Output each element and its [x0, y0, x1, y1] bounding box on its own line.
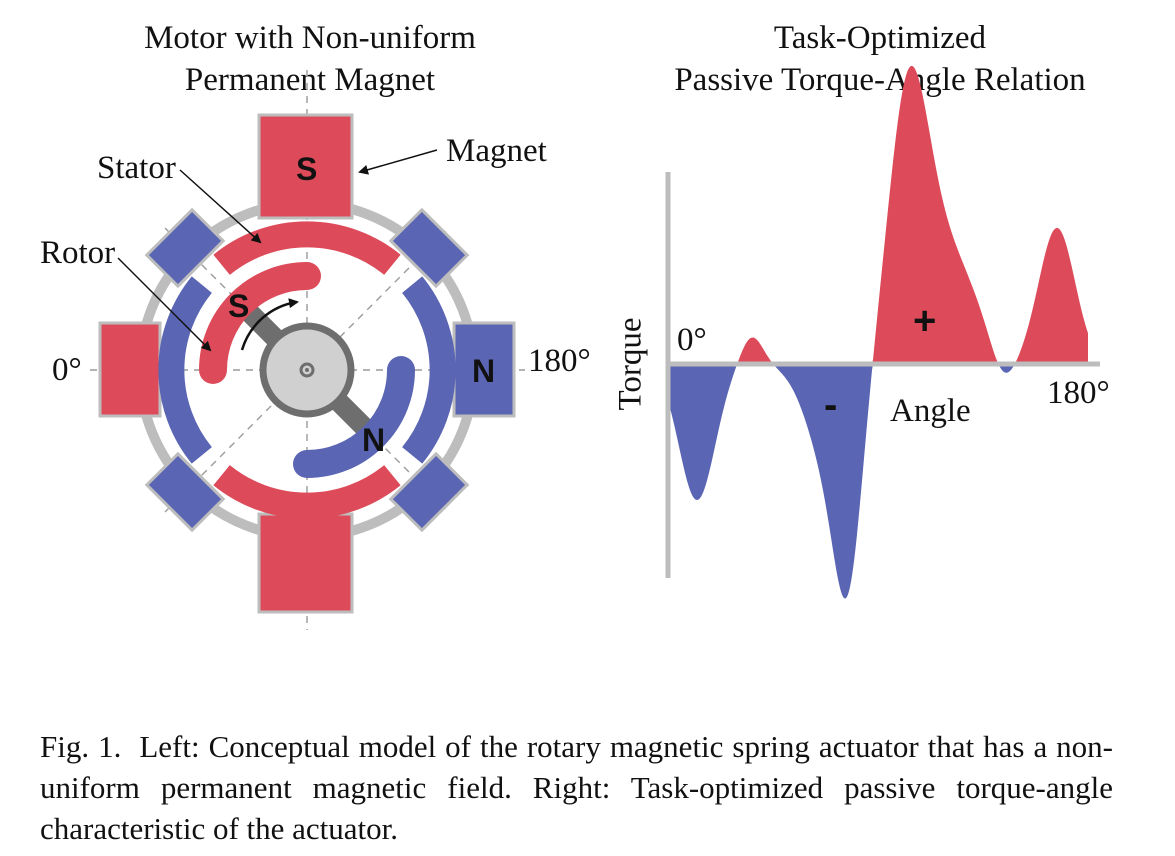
- caption-label: Fig. 1.: [40, 729, 122, 764]
- magnet-top-right: [388, 207, 470, 289]
- magnet-bottom-left: [144, 451, 226, 533]
- rotor-axle-ring: [299, 362, 315, 378]
- angle-180-label: 180°: [528, 343, 591, 379]
- motor-title: Motor with Non-uniform Permanent Magnet: [60, 17, 560, 101]
- rotation-arrow: [240, 298, 299, 351]
- rotor-pole-label-north: N: [362, 422, 386, 458]
- rotor-magnet-south: [199, 262, 321, 384]
- motor-title-line2: Permanent Magnet: [184, 62, 436, 98]
- pole-label-right: N: [472, 353, 496, 389]
- rotor-magnet-north: [293, 356, 415, 478]
- plot-title: Task-Optimized Passive Torque-Angle Rela…: [630, 17, 1130, 101]
- magnet-leader-line: [358, 149, 438, 175]
- stator-leader-line: [179, 169, 262, 244]
- motor-diagram: [90, 70, 525, 630]
- stator-arc-left: [158, 276, 213, 464]
- plot-x-start-label: 0°: [677, 322, 707, 358]
- stator-ring: [158, 221, 456, 519]
- rotor-pole-label-south: S: [228, 288, 250, 324]
- stator-arc-bottom: [213, 464, 401, 519]
- plot-title-line2: Passive Torque-Angle Relation: [674, 62, 1086, 98]
- plot-title-line1: Task-Optimized: [773, 20, 987, 56]
- torque-plot: [665, 65, 1100, 599]
- angle-zero-label: 0°: [52, 352, 82, 388]
- magnet-top: [257, 113, 354, 220]
- plot-y-axis-label: Torque: [612, 317, 649, 411]
- magnet-label: Magnet: [446, 133, 547, 169]
- figure-caption: Fig. 1. Left: Conceptual model of the rot…: [40, 726, 1113, 849]
- positive-torque-sign: +: [913, 299, 937, 343]
- motor-title-line1: Motor with Non-uniform: [144, 20, 476, 56]
- diagonal-magnets: [144, 207, 470, 533]
- stator-arc-top: [213, 221, 401, 276]
- magnet-bottom: [257, 512, 354, 614]
- stator-label: Stator: [97, 150, 176, 186]
- magnet-left: [98, 321, 162, 418]
- positive-torque-region: [668, 65, 1088, 365]
- plot-x-end-label: 180°: [1047, 375, 1110, 411]
- caption-text: Left: Conceptual model of the rotary mag…: [40, 729, 1113, 846]
- rotor-label: Rotor: [40, 235, 116, 271]
- negative-torque-region: [668, 364, 1088, 599]
- pole-label-top: S: [296, 151, 318, 187]
- negative-torque-sign: -: [824, 383, 838, 427]
- magnet-bottom-right: [388, 451, 470, 533]
- torque-curve: [668, 65, 1088, 599]
- rotor-leader-line: [117, 257, 212, 352]
- stator-arc-right: [401, 276, 456, 464]
- rotor-axle-center: [305, 368, 309, 372]
- magnet-top-left: [144, 207, 226, 289]
- plot-x-axis-label: Angle: [890, 393, 971, 429]
